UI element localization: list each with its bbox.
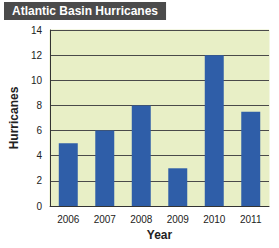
svg-text:12: 12 [31,50,43,61]
svg-text:6: 6 [36,125,42,136]
svg-text:4: 4 [36,150,42,161]
svg-text:14: 14 [31,25,43,36]
svg-text:2009: 2009 [167,214,190,225]
svg-text:10: 10 [31,75,43,86]
svg-text:Atlantic Basin Hurricanes: Atlantic Basin Hurricanes [12,4,158,18]
svg-text:Year: Year [147,228,173,242]
svg-text:2010: 2010 [203,214,226,225]
svg-text:2007: 2007 [94,214,117,225]
svg-text:Hurricanes: Hurricanes [7,86,21,149]
svg-text:2: 2 [36,175,42,186]
svg-text:2006: 2006 [57,214,80,225]
svg-text:0: 0 [36,201,42,212]
svg-text:8: 8 [36,100,42,111]
svg-text:2008: 2008 [130,214,153,225]
svg-text:2011: 2011 [240,214,262,225]
